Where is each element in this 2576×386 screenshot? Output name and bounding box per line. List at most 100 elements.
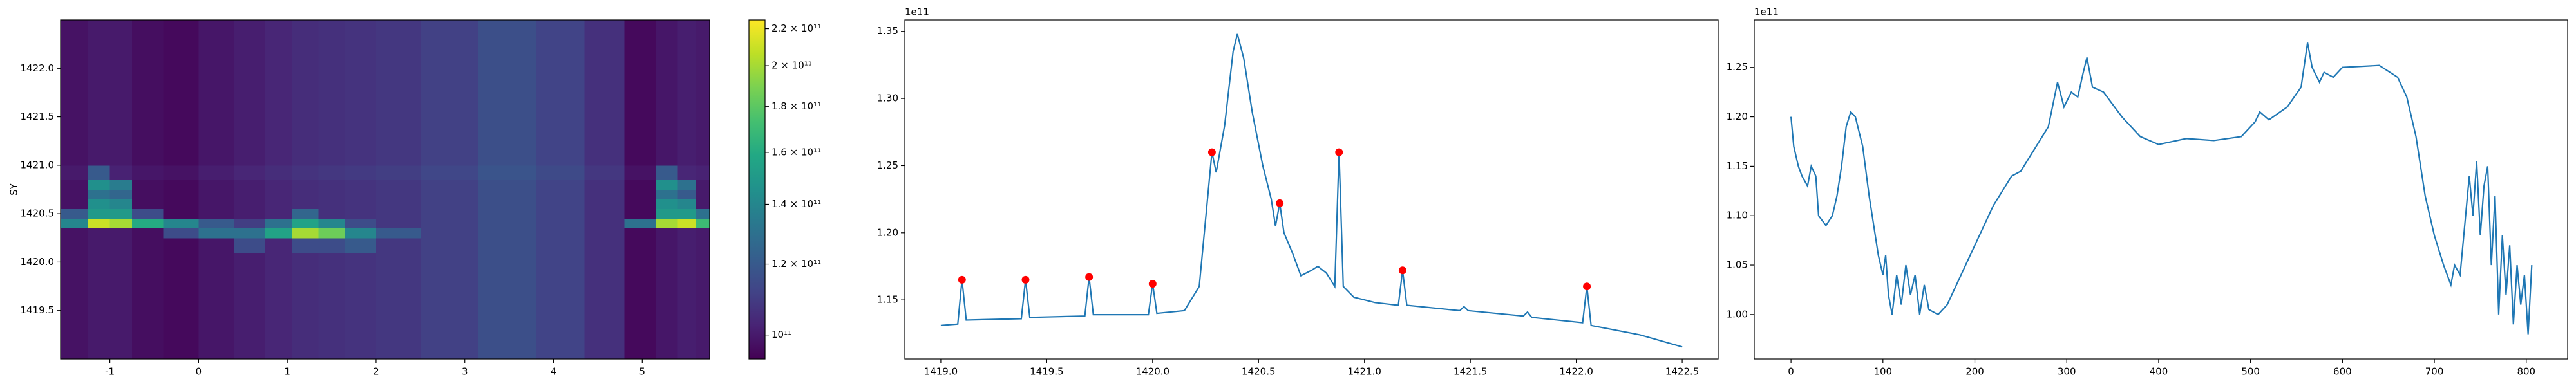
heatmap-cell bbox=[695, 320, 710, 360]
heatmap-cell bbox=[265, 252, 292, 282]
heatmap-cell bbox=[292, 179, 319, 190]
heatmap-cell bbox=[624, 281, 656, 321]
heatmap-cell bbox=[292, 320, 319, 360]
heatmap-cell bbox=[535, 165, 585, 180]
heatmap-cell bbox=[132, 228, 164, 239]
heatmap-cell bbox=[61, 208, 88, 219]
heatmap-cell bbox=[655, 165, 678, 180]
heatmap-cell bbox=[420, 237, 478, 253]
heatmap-cell bbox=[535, 252, 585, 282]
heatmap-cell bbox=[420, 97, 478, 137]
heatmap-cell bbox=[375, 59, 421, 98]
heatmap-cell bbox=[109, 136, 133, 166]
heatmap-cell bbox=[375, 218, 421, 229]
x-tick-label: 2 bbox=[373, 366, 379, 378]
heatmap-cell bbox=[584, 136, 625, 166]
heatmap-cell bbox=[109, 179, 133, 190]
heatmap-cell bbox=[375, 228, 421, 239]
y-tick-label: 1.20 bbox=[1727, 111, 1748, 122]
heatmap-cell bbox=[292, 59, 319, 98]
heatmap-cell bbox=[655, 252, 678, 282]
heatmap-cell bbox=[677, 136, 696, 166]
colorbar-tick-label: 1.4 × 10¹¹ bbox=[772, 198, 821, 210]
heatmap-cell bbox=[345, 59, 377, 98]
heatmap-cell bbox=[265, 208, 292, 219]
heatmap-cell bbox=[345, 237, 377, 253]
heatmap-cell bbox=[318, 208, 346, 219]
heatmap-cell bbox=[318, 136, 346, 166]
heatmap-cell bbox=[163, 228, 199, 239]
heatmap-cell bbox=[695, 237, 710, 253]
heatmap-cell bbox=[420, 281, 478, 321]
heatmap-cell bbox=[198, 59, 234, 98]
heatmap-cell bbox=[198, 218, 234, 229]
heatmap-cell bbox=[584, 199, 625, 210]
heatmap-cell bbox=[292, 237, 319, 253]
y-tick-label: 1422.0 bbox=[21, 62, 55, 74]
heatmap-cell bbox=[535, 237, 585, 253]
heatmap-cell bbox=[655, 218, 678, 229]
y-tick-label: 1.35 bbox=[877, 25, 898, 37]
heatmap-cell bbox=[265, 59, 292, 98]
heatmap-cell bbox=[624, 189, 656, 200]
heatmap-cell bbox=[535, 199, 585, 210]
heatmap-cell bbox=[535, 136, 585, 166]
heatmap-cell bbox=[375, 237, 421, 253]
heatmap-cell bbox=[318, 199, 346, 210]
y-tick-label: 1419.5 bbox=[21, 304, 55, 316]
heatmap-cell bbox=[61, 165, 88, 180]
heatmap-cell bbox=[318, 252, 346, 282]
heatmap-cell bbox=[234, 320, 266, 360]
heatmap-cell bbox=[163, 208, 199, 219]
x-tick-label: 1419.5 bbox=[1030, 366, 1064, 378]
heatmap-cell bbox=[478, 218, 536, 229]
y-tick-label: 1.20 bbox=[877, 226, 898, 238]
heatmap-cell bbox=[163, 20, 199, 59]
heatmap-cell bbox=[478, 20, 536, 59]
heatmap-cell bbox=[265, 218, 292, 229]
x-tick-label: 1 bbox=[284, 366, 290, 378]
colorbar-tick-label: 2.2 × 10¹¹ bbox=[772, 23, 821, 34]
heatmap-cell bbox=[677, 208, 696, 219]
heatmap-cell bbox=[584, 189, 625, 200]
y-tick-label: 1.15 bbox=[877, 294, 898, 306]
x-tick-label: 0 bbox=[1788, 366, 1794, 378]
heatmap-cell bbox=[132, 189, 164, 200]
heatmap-cell bbox=[677, 165, 696, 180]
heatmap-cell bbox=[318, 218, 346, 229]
heatmap-cell bbox=[478, 208, 536, 219]
y-offset-label: 1e11 bbox=[1754, 6, 1779, 18]
heatmap-cell bbox=[292, 20, 319, 59]
heatmap-cell bbox=[584, 320, 625, 360]
heatmap-cell bbox=[265, 228, 292, 239]
heatmap-cell bbox=[624, 165, 656, 180]
heatmap-cell bbox=[584, 237, 625, 253]
heatmap-cell bbox=[318, 228, 346, 239]
heatmap-cell bbox=[624, 179, 656, 190]
heatmap-cell bbox=[109, 165, 133, 180]
heatmap-cell bbox=[163, 218, 199, 229]
heatmap-cell bbox=[345, 20, 377, 59]
heatmap-cell bbox=[61, 228, 88, 239]
heatmap-cell bbox=[198, 20, 234, 59]
colorbar-tick-label: 1.8 × 10¹¹ bbox=[772, 100, 821, 112]
heatmap-cell bbox=[345, 281, 377, 321]
heatmap-cell bbox=[109, 237, 133, 253]
heatmap-cell bbox=[478, 228, 536, 239]
heatmap-cell bbox=[677, 179, 696, 190]
heatmap-cell bbox=[109, 281, 133, 321]
heatmap-cell bbox=[478, 179, 536, 190]
heatmap-cell bbox=[265, 281, 292, 321]
heatmap-cell bbox=[535, 59, 585, 98]
heatmap-cell bbox=[163, 320, 199, 360]
heatmap-cell bbox=[198, 237, 234, 253]
heatmap-cell bbox=[88, 97, 111, 137]
heatmap-cell bbox=[132, 199, 164, 210]
heatmap-cell bbox=[198, 136, 234, 166]
colorbar bbox=[749, 20, 765, 359]
x-tick-label: 800 bbox=[2517, 366, 2535, 378]
heatmap-cell bbox=[132, 165, 164, 180]
heatmap-cell bbox=[624, 252, 656, 282]
heatmap-cell bbox=[420, 252, 478, 282]
heatmap-cell bbox=[88, 179, 111, 190]
